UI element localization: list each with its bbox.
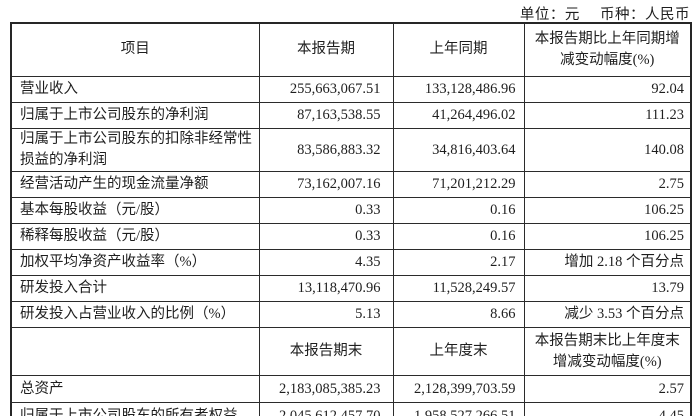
prior-period-cell: 71,201,212.29 bbox=[392, 171, 525, 199]
table-row: 基本每股收益（元/股） 0.33 0.16 106.25 bbox=[10, 197, 692, 225]
table-row: 研发投入占营业收入的比例（%） 5.13 8.66 减少 3.53 个百分点 bbox=[10, 301, 692, 329]
currency-label: 币种：人民币 bbox=[600, 7, 690, 23]
prior-period-cell: 133,128,486.96 bbox=[392, 76, 525, 103]
current-period-cell: 255,663,067.51 bbox=[258, 76, 394, 103]
table-row: 稀释每股收益（元/股） 0.33 0.16 106.25 bbox=[10, 223, 692, 251]
current-period-cell: 2,183,085,385.23 bbox=[258, 375, 394, 404]
prior-period-cell: 2.17 bbox=[392, 249, 525, 277]
table-row: 营业收入 255,663,067.51 133,128,486.96 92.04 bbox=[10, 76, 692, 103]
item-cell: 稀释每股收益（元/股） bbox=[10, 223, 260, 251]
subheader-item bbox=[10, 327, 260, 377]
table-row: 归属于上市公司股东的扣除非经常性损益的净利润 83,586,883.32 34,… bbox=[10, 127, 692, 173]
header-change-pct: 本报告期比上年同期增 减变动幅度(%) bbox=[523, 22, 692, 77]
item-cell: 总资产 bbox=[10, 375, 260, 404]
header-current-period: 本报告期 bbox=[258, 22, 394, 77]
table-row: 归属于上市公司股东的所有者权益 2,045,612,457.70 1,958,5… bbox=[10, 402, 692, 416]
change-cell: 2.57 bbox=[523, 375, 692, 404]
change-cell: 13.79 bbox=[523, 275, 692, 303]
change-cell: 增加 2.18 个百分点 bbox=[523, 249, 692, 277]
subheader-change-pct: 本报告期末比上年度末 增减变动幅度(%) bbox=[523, 327, 692, 377]
item-cell: 归属于上市公司股东的扣除非经常性损益的净利润 bbox=[10, 127, 260, 173]
header-item: 项目 bbox=[10, 22, 260, 77]
item-cell: 研发投入占营业收入的比例（%） bbox=[10, 301, 260, 329]
change-cell: 106.25 bbox=[523, 197, 692, 225]
table-subheader-row: 本报告期末 上年度末 本报告期末比上年度末 增减变动幅度(%) bbox=[10, 327, 692, 377]
prior-period-cell: 2,128,399,703.59 bbox=[392, 375, 525, 404]
current-period-cell: 4.35 bbox=[258, 249, 394, 277]
current-period-cell: 0.33 bbox=[258, 223, 394, 251]
header-prior-period: 上年同期 bbox=[392, 22, 525, 77]
current-period-cell: 87,163,538.55 bbox=[258, 102, 394, 129]
item-cell: 基本每股收益（元/股） bbox=[10, 197, 260, 225]
item-cell: 经营活动产生的现金流量净额 bbox=[10, 171, 260, 199]
item-cell: 归属于上市公司股东的净利润 bbox=[10, 102, 260, 129]
change-cell: 111.23 bbox=[523, 102, 692, 129]
unit-currency-note: 单位：元 币种：人民币 bbox=[520, 3, 690, 24]
table-header-row: 项目 本报告期 上年同期 本报告期比上年同期增 减变动幅度(%) bbox=[10, 22, 692, 77]
prior-period-cell: 8.66 bbox=[392, 301, 525, 329]
change-cell: 4.45 bbox=[523, 402, 692, 416]
current-period-cell: 2,045,612,457.70 bbox=[258, 402, 394, 416]
prior-period-cell: 1,958,527,266.51 bbox=[392, 402, 525, 416]
change-cell: 140.08 bbox=[523, 127, 692, 173]
prior-period-cell: 0.16 bbox=[392, 223, 525, 251]
table-row: 研发投入合计 13,118,470.96 11,528,249.57 13.79 bbox=[10, 275, 692, 303]
current-period-cell: 73,162,007.16 bbox=[258, 171, 394, 199]
table-row: 归属于上市公司股东的净利润 87,163,538.55 41,264,496.0… bbox=[10, 102, 692, 129]
key-financials-table: 项目 本报告期 上年同期 本报告期比上年同期增 减变动幅度(%) 营业收入 25… bbox=[10, 22, 692, 416]
unit-label: 单位：元 bbox=[519, 7, 580, 23]
prior-period-cell: 11,528,249.57 bbox=[392, 275, 525, 303]
item-cell: 营业收入 bbox=[10, 76, 260, 103]
prior-period-cell: 41,264,496.02 bbox=[392, 102, 525, 129]
table-row: 经营活动产生的现金流量净额 73,162,007.16 71,201,212.2… bbox=[10, 171, 692, 199]
item-cell: 加权平均净资产收益率（%） bbox=[10, 249, 260, 277]
current-period-cell: 5.13 bbox=[258, 301, 394, 329]
table-row: 加权平均净资产收益率（%） 4.35 2.17 增加 2.18 个百分点 bbox=[10, 249, 692, 277]
subheader-period-end: 本报告期末 bbox=[258, 327, 394, 377]
current-period-cell: 13,118,470.96 bbox=[258, 275, 394, 303]
current-period-cell: 0.33 bbox=[258, 197, 394, 225]
subheader-prior-year-end: 上年度末 bbox=[392, 327, 525, 377]
current-period-cell: 83,586,883.32 bbox=[258, 127, 394, 173]
prior-period-cell: 0.16 bbox=[392, 197, 525, 225]
item-cell: 研发投入合计 bbox=[10, 275, 260, 303]
change-cell: 减少 3.53 个百分点 bbox=[523, 301, 692, 329]
table-row: 总资产 2,183,085,385.23 2,128,399,703.59 2.… bbox=[10, 375, 692, 404]
change-cell: 106.25 bbox=[523, 223, 692, 251]
change-cell: 2.75 bbox=[523, 171, 692, 199]
change-cell: 92.04 bbox=[523, 76, 692, 103]
prior-period-cell: 34,816,403.64 bbox=[392, 127, 525, 173]
item-cell: 归属于上市公司股东的所有者权益 bbox=[10, 402, 260, 416]
